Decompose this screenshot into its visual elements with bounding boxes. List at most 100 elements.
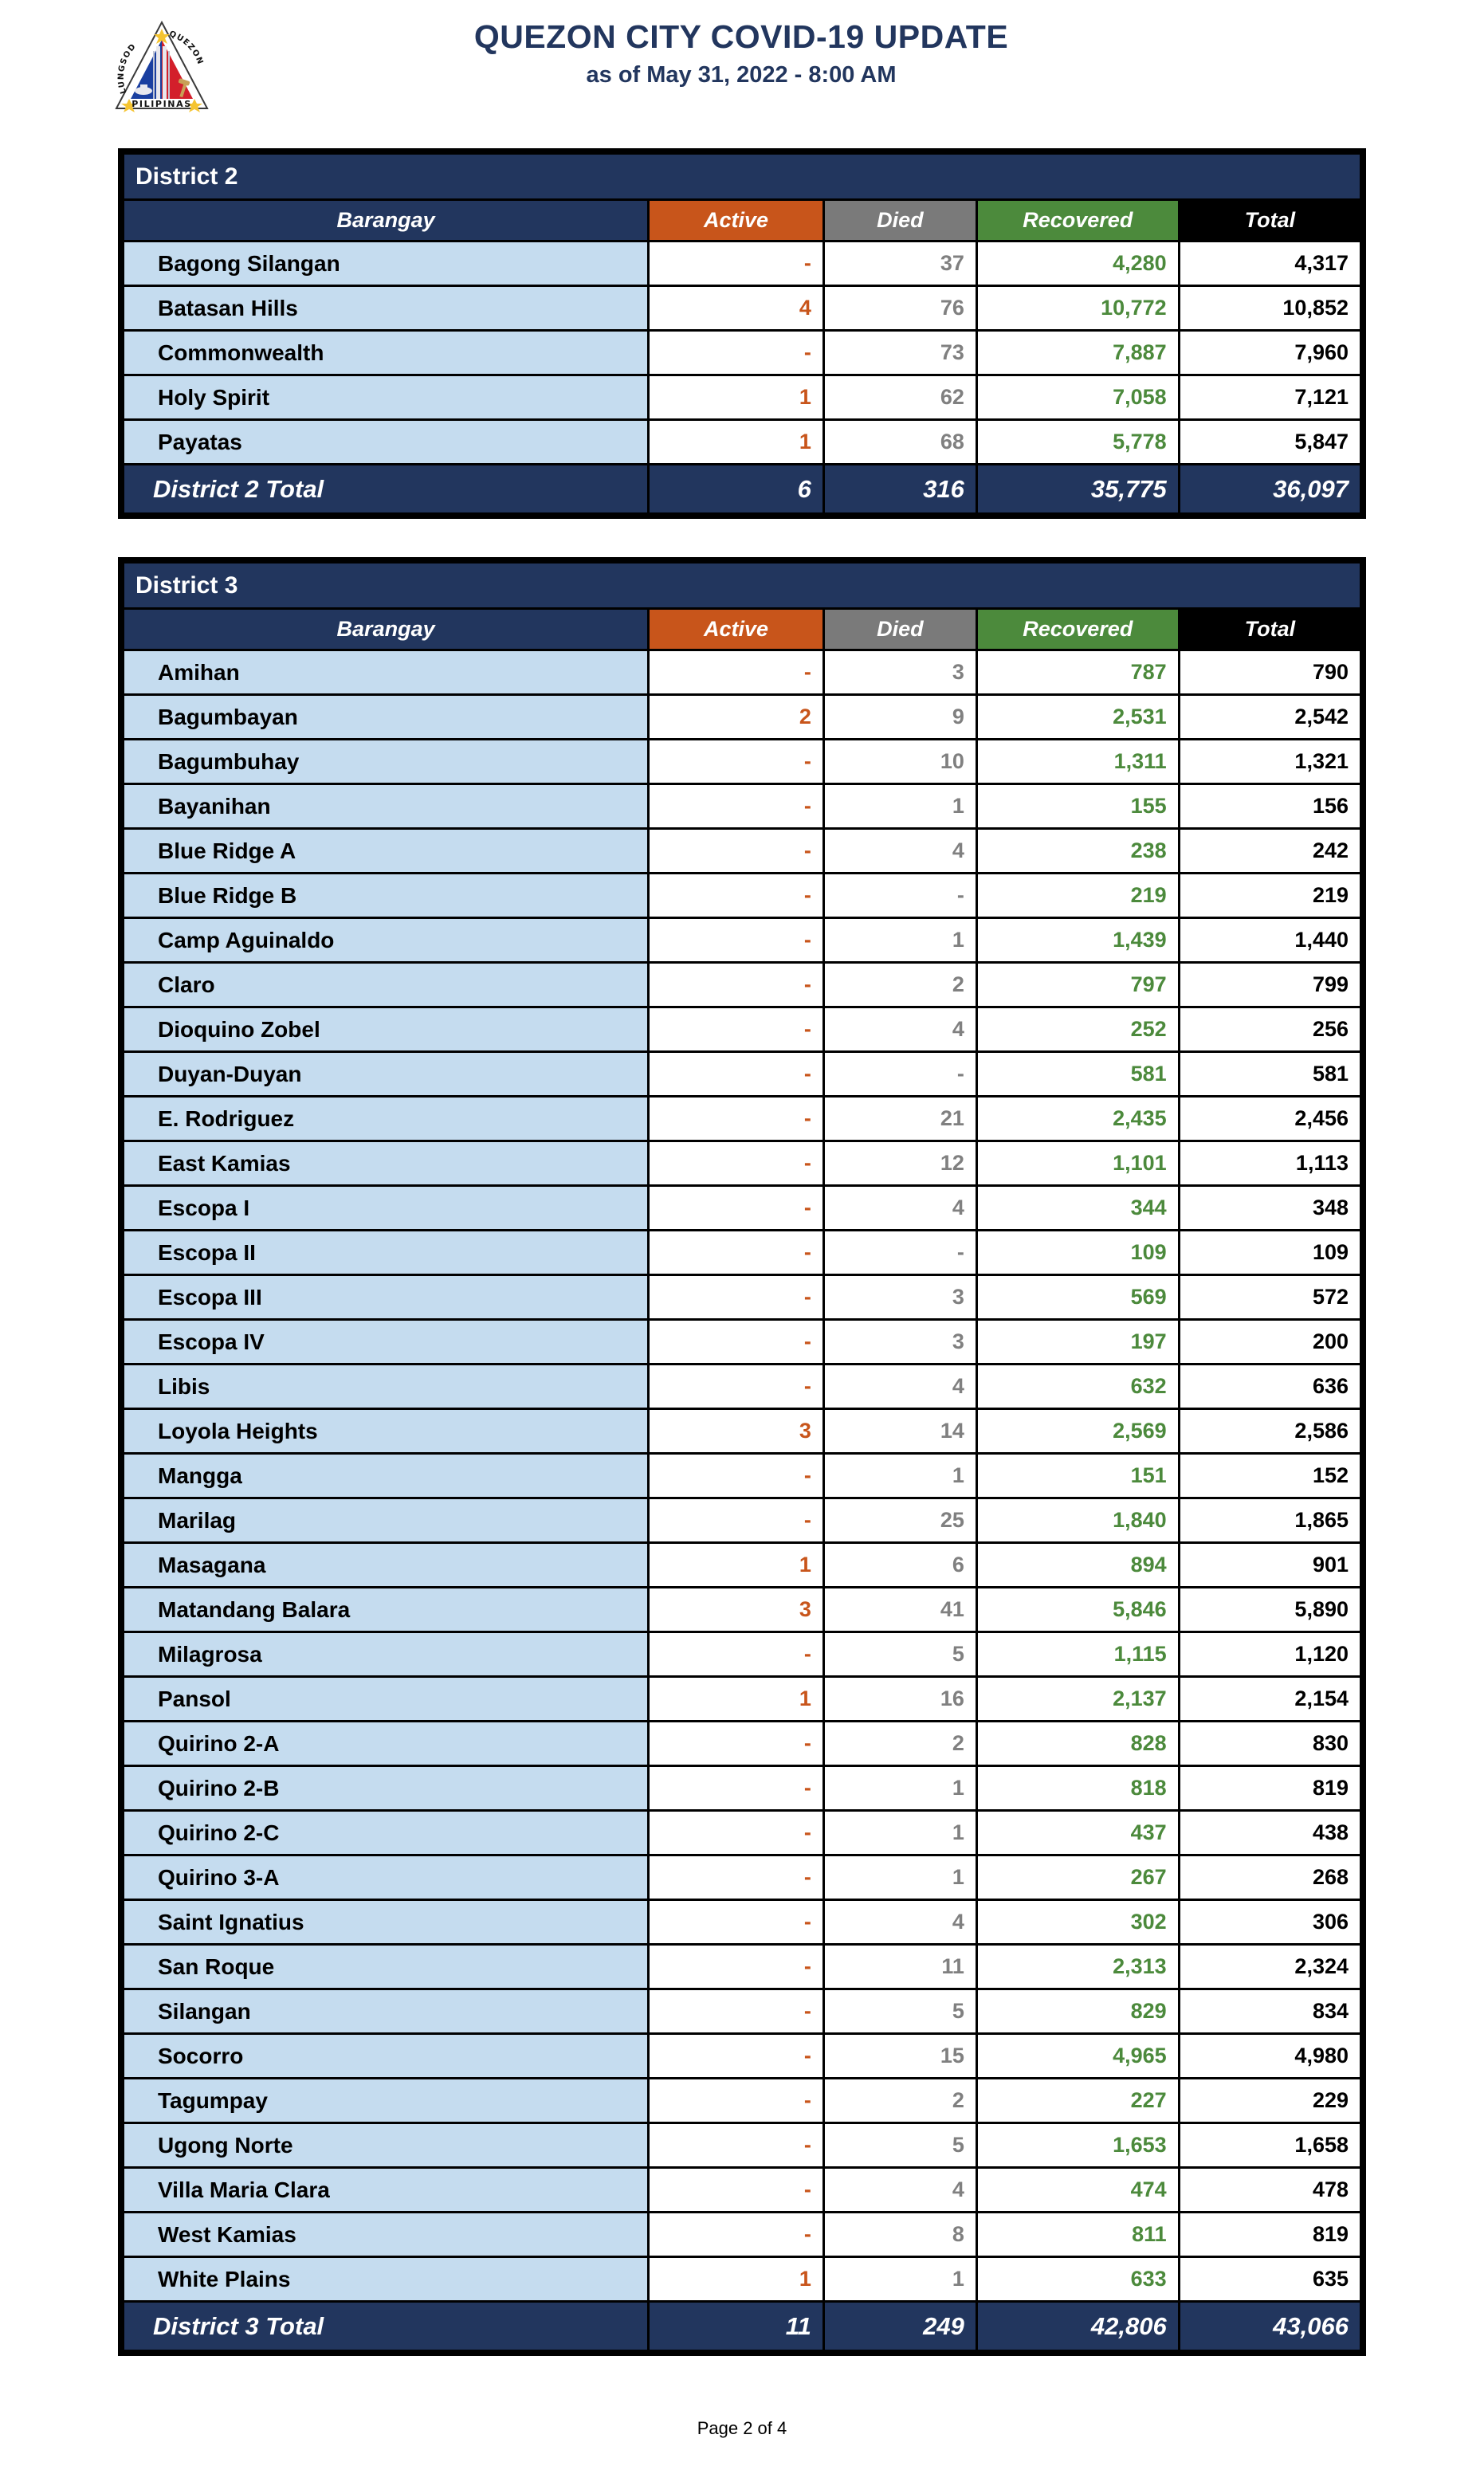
- column-header-total: Total: [1177, 198, 1363, 242]
- recovered-count: 155: [975, 783, 1180, 830]
- barangay-name: Villa Maria Clara: [121, 2166, 650, 2213]
- total-count: 229: [1177, 2077, 1363, 2124]
- died-count: 5: [822, 2122, 978, 2169]
- active-count: 3: [647, 1408, 825, 1455]
- barangay-name: Quirino 2-A: [121, 1720, 650, 1767]
- barangay-name: West Kamias: [121, 2211, 650, 2258]
- died-count: 3: [822, 1318, 978, 1365]
- table-row: Duyan-Duyan - -581 581: [121, 1050, 1363, 1098]
- active-count: -: [647, 1006, 825, 1053]
- recovered-count: 10,772: [975, 285, 1180, 332]
- total-row-recovered: 35,775: [975, 463, 1180, 515]
- table-row: Quirino 2-C -1 437 438: [121, 1809, 1363, 1856]
- barangay-name: Dioquino Zobel: [121, 1006, 650, 1053]
- recovered-count: 1,115: [975, 1631, 1180, 1678]
- barangay-name: Libis: [121, 1363, 650, 1410]
- total-count: 438: [1177, 1809, 1363, 1856]
- barangay-name: Silangan: [121, 1988, 650, 2035]
- barangay-name: Bagumbayan: [121, 693, 650, 740]
- total-row-total: 43,066: [1177, 2300, 1363, 2352]
- recovered-count: 1,439: [975, 917, 1180, 964]
- died-count: 3: [822, 1274, 978, 1321]
- died-count: 37: [822, 240, 978, 287]
- recovered-count: 151: [975, 1452, 1180, 1499]
- barangay-name: Quirino 3-A: [121, 1854, 650, 1901]
- district-2-table: District 2 Barangay Active Died Recovere…: [118, 148, 1366, 519]
- active-count: -: [647, 961, 825, 1008]
- total-count: 256: [1177, 1006, 1363, 1053]
- table-row: Escopa II - -109 109: [121, 1229, 1363, 1276]
- barangay-name: Batasan Hills: [121, 285, 650, 332]
- column-header-active: Active: [647, 607, 825, 651]
- total-count: 2,456: [1177, 1095, 1363, 1142]
- recovered-count: 1,311: [975, 738, 1180, 785]
- died-count: 1: [822, 783, 978, 830]
- district-2-total-row: District 2 Total 6 316 35,775 36,097: [121, 463, 1363, 515]
- active-count: -: [647, 1765, 825, 1812]
- table-row: White Plains 1 1 633 635: [121, 2256, 1363, 2303]
- died-count: 41: [822, 1586, 978, 1633]
- table-row: Quirino 2-B -1 818 819: [121, 1765, 1363, 1812]
- died-count: 3: [822, 649, 978, 696]
- table-row: Camp Aguinaldo -1 1,439 1,440: [121, 917, 1363, 964]
- district-2-rows: Bagong Silangan -37 4,280 4,317 Batasan Hill…: [121, 240, 1363, 465]
- district-3-table: District 3 Barangay Active Died Recovere…: [118, 557, 1366, 2356]
- recovered-count: 267: [975, 1854, 1180, 1901]
- barangay-name: Ugong Norte: [121, 2122, 650, 2169]
- died-count: 16: [822, 1675, 978, 1722]
- barangay-name: Bayanihan: [121, 783, 650, 830]
- table-row: Matandang Balara 3 41 5,846 5,890: [121, 1586, 1363, 1633]
- total-count: 156: [1177, 783, 1363, 830]
- total-count: 2,154: [1177, 1675, 1363, 1722]
- total-count: 901: [1177, 1541, 1363, 1588]
- active-count: 1: [647, 1675, 825, 1722]
- active-count: -: [647, 872, 825, 919]
- total-count: 572: [1177, 1274, 1363, 1321]
- died-count: 9: [822, 693, 978, 740]
- recovered-count: 5,846: [975, 1586, 1180, 1633]
- active-count: -: [647, 649, 825, 696]
- died-count: -: [822, 1050, 978, 1098]
- barangay-name: Saint Ignatius: [121, 1899, 650, 1946]
- total-count: 242: [1177, 827, 1363, 874]
- table-row: Dioquino Zobel -4 252 256: [121, 1006, 1363, 1053]
- barangay-name: E. Rodriguez: [121, 1095, 650, 1142]
- active-count: -: [647, 917, 825, 964]
- died-count: 73: [822, 329, 978, 376]
- total-count: 5,890: [1177, 1586, 1363, 1633]
- svg-text:PILIPINAS: PILIPINAS: [132, 99, 191, 109]
- table-row: Saint Ignatius -4 302 306: [121, 1899, 1363, 1946]
- barangay-name: Duyan-Duyan: [121, 1050, 650, 1098]
- table-row: Socorro -15 4,965 4,980: [121, 2032, 1363, 2079]
- recovered-count: 2,137: [975, 1675, 1180, 1722]
- barangay-name: Bagumbuhay: [121, 738, 650, 785]
- total-count: 200: [1177, 1318, 1363, 1365]
- active-count: -: [647, 1050, 825, 1098]
- district-3-total-row: District 3 Total 11 249 42,806 43,066: [121, 2300, 1363, 2352]
- died-count: -: [822, 1229, 978, 1276]
- active-count: 1: [647, 418, 825, 465]
- total-count: 2,542: [1177, 693, 1363, 740]
- barangay-name: Pansol: [121, 1675, 650, 1722]
- recovered-count: 1,653: [975, 2122, 1180, 2169]
- total-count: 581: [1177, 1050, 1363, 1098]
- active-count: 1: [647, 2256, 825, 2303]
- table-row: Commonwealth -73 7,887 7,960: [121, 329, 1363, 376]
- active-count: -: [647, 2166, 825, 2213]
- active-count: -: [647, 1631, 825, 1678]
- active-count: 3: [647, 1586, 825, 1633]
- barangay-name: Camp Aguinaldo: [121, 917, 650, 964]
- table-row: Libis -4 632 636: [121, 1363, 1363, 1410]
- active-count: -: [647, 1988, 825, 2035]
- column-header-total: Total: [1177, 607, 1363, 651]
- barangay-name: Blue Ridge B: [121, 872, 650, 919]
- total-count: 109: [1177, 1229, 1363, 1276]
- table-row: Masagana 1 6 894 901: [121, 1541, 1363, 1588]
- total-count: 1,658: [1177, 2122, 1363, 2169]
- barangay-name: East Kamias: [121, 1140, 650, 1187]
- died-count: 4: [822, 2166, 978, 2213]
- table-row: Villa Maria Clara -4 474 478: [121, 2166, 1363, 2213]
- active-count: -: [647, 1497, 825, 1544]
- total-count: 790: [1177, 649, 1363, 696]
- recovered-count: 437: [975, 1809, 1180, 1856]
